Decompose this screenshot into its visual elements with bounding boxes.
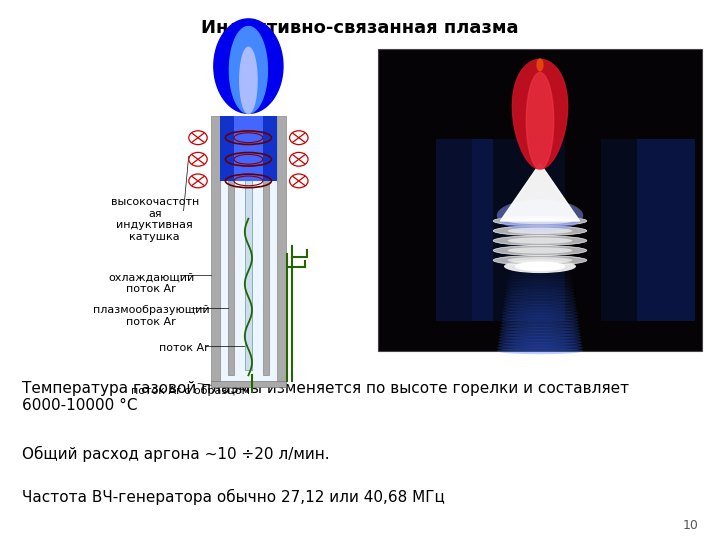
Polygon shape (500, 164, 580, 221)
Ellipse shape (503, 310, 577, 316)
Bar (601, 139, 695, 321)
Polygon shape (214, 19, 283, 113)
Ellipse shape (507, 278, 573, 284)
Bar (245, 116, 252, 370)
Bar (277, 116, 286, 381)
Ellipse shape (498, 339, 582, 346)
Text: охлаждающий
поток Ar: охлаждающий поток Ar (108, 273, 194, 294)
Polygon shape (230, 26, 267, 113)
Text: Общий расход аргона ~10 ÷20 л/мин.: Общий расход аргона ~10 ÷20 л/мин. (22, 446, 329, 462)
Text: Индуктивно-связанная плазма: Индуктивно-связанная плазма (202, 19, 518, 37)
Ellipse shape (508, 218, 572, 224)
Ellipse shape (498, 345, 582, 352)
Ellipse shape (501, 319, 579, 325)
Ellipse shape (508, 257, 572, 264)
Ellipse shape (503, 307, 577, 313)
Ellipse shape (493, 236, 587, 246)
Ellipse shape (502, 313, 578, 319)
Ellipse shape (505, 295, 575, 302)
Bar (637, 139, 695, 321)
Bar (472, 139, 565, 321)
Ellipse shape (506, 284, 574, 290)
Ellipse shape (503, 304, 577, 310)
Text: 10: 10 (683, 519, 698, 532)
Ellipse shape (497, 348, 583, 354)
Ellipse shape (493, 255, 587, 265)
Bar (220, 116, 277, 181)
Bar (436, 139, 493, 321)
Ellipse shape (505, 292, 575, 299)
Ellipse shape (500, 327, 580, 334)
Ellipse shape (498, 342, 582, 348)
Polygon shape (526, 72, 554, 169)
Ellipse shape (508, 247, 572, 254)
Ellipse shape (500, 330, 580, 337)
Ellipse shape (498, 336, 582, 342)
Bar (378, 49, 702, 351)
Text: высокочастотн
ая
индуктивная
катушка: высокочастотн ая индуктивная катушка (111, 197, 199, 242)
Ellipse shape (493, 216, 587, 226)
Polygon shape (513, 59, 567, 169)
Text: поток Ar с образцом: поток Ar с образцом (131, 386, 251, 396)
Ellipse shape (504, 301, 576, 307)
Ellipse shape (499, 333, 581, 340)
Bar (211, 381, 286, 387)
Ellipse shape (504, 298, 576, 305)
Ellipse shape (493, 226, 587, 235)
Bar (228, 116, 234, 375)
Ellipse shape (508, 227, 572, 234)
Ellipse shape (502, 316, 578, 322)
Ellipse shape (507, 281, 573, 287)
Bar (220, 116, 277, 381)
Ellipse shape (505, 289, 575, 296)
Ellipse shape (500, 325, 580, 331)
Ellipse shape (515, 261, 565, 271)
Ellipse shape (506, 286, 574, 293)
Bar (234, 116, 263, 181)
Ellipse shape (493, 246, 587, 255)
Bar (263, 116, 269, 375)
Text: поток Ar: поток Ar (158, 343, 209, 353)
Ellipse shape (497, 199, 583, 232)
Polygon shape (240, 47, 257, 113)
Ellipse shape (508, 238, 572, 244)
Text: Температура газовой плазмы изменяется по высоте горелки и составляет
6000-10000 : Температура газовой плазмы изменяется по… (22, 381, 629, 413)
Ellipse shape (536, 58, 544, 71)
Text: Частота ВЧ-генератора обычно 27,12 или 40,68 МГц: Частота ВЧ-генератора обычно 27,12 или 4… (22, 489, 444, 505)
Text: плазмообразующий
поток Ar: плазмообразующий поток Ar (93, 305, 210, 327)
Bar (211, 116, 220, 381)
Ellipse shape (504, 260, 576, 273)
Ellipse shape (500, 321, 580, 328)
